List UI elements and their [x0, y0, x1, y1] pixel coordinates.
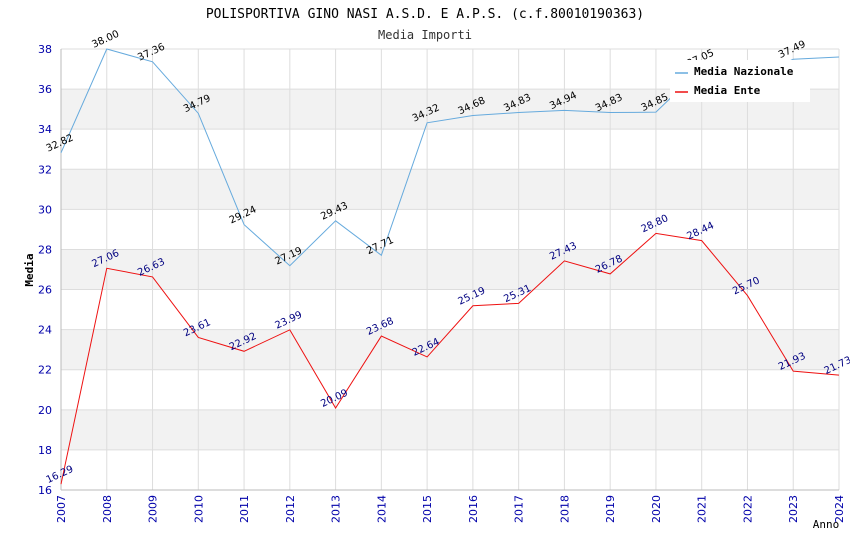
- series-line-media-ente: [60, 232, 840, 485]
- x-tick-label: 2020: [650, 495, 663, 523]
- grid-band: [61, 409, 839, 450]
- x-tick-label: 2021: [696, 495, 709, 523]
- x-tick-label: 2013: [330, 495, 343, 523]
- data-label-media-nazionale: 38.00: [90, 29, 121, 51]
- x-tick-label: 2007: [55, 495, 68, 523]
- x-tick-label: 2024: [833, 495, 846, 523]
- y-axis-label: Media: [23, 253, 36, 286]
- grid-band: [61, 249, 839, 290]
- x-tick-label: 2016: [467, 495, 480, 523]
- data-label-media-nazionale: 37.49: [777, 39, 808, 61]
- y-tick-label: 36: [38, 83, 52, 96]
- x-tick-label: 2012: [284, 495, 297, 523]
- legend: Media Nazionale Media Ente: [670, 60, 810, 102]
- grid-band: [61, 169, 839, 210]
- y-tick-label: 30: [38, 203, 52, 216]
- x-tick-label: 2009: [147, 495, 160, 523]
- y-tick-label: 26: [38, 284, 52, 297]
- legend-label-media-nazionale: Media Nazionale: [694, 65, 794, 78]
- data-label-media-ente: 28.80: [640, 213, 671, 235]
- chart-subtitle: Media Importi: [378, 28, 472, 42]
- chart-title: POLISPORTIVA GINO NASI A.S.D. E A.P.S. (…: [206, 7, 644, 22]
- y-tick-label: 34: [38, 123, 52, 136]
- x-tick-label: 2011: [238, 495, 251, 523]
- x-axis-label: Anno: [813, 518, 840, 531]
- data-label-media-nazionale: 37.36: [136, 42, 167, 64]
- x-tick-label: 2010: [192, 495, 205, 523]
- grid-band: [61, 329, 839, 370]
- x-tick-label: 2014: [375, 495, 388, 523]
- x-tick-label: 2019: [604, 495, 617, 523]
- y-tick-label: 28: [38, 243, 52, 256]
- data-label-media-ente: 23.99: [273, 310, 304, 332]
- y-tick-label: 16: [38, 484, 52, 497]
- legend-label-media-ente: Media Ente: [694, 84, 761, 97]
- x-tick-label: 2023: [787, 495, 800, 523]
- x-tick-label: 2022: [741, 495, 754, 523]
- data-label-media-ente: 16.29: [45, 464, 76, 486]
- y-tick-label: 24: [38, 324, 52, 337]
- x-tick-label: 2008: [101, 495, 114, 523]
- y-tick-label: 38: [38, 43, 52, 56]
- x-tick-label: 2018: [558, 495, 571, 523]
- legend-box: [670, 60, 810, 102]
- y-tick-label: 20: [38, 404, 52, 417]
- y-tick-label: 22: [38, 364, 52, 377]
- x-tick-label: 2017: [513, 495, 526, 523]
- y-tick-label: 18: [38, 444, 52, 457]
- y-tick-label: 32: [38, 163, 52, 176]
- x-tick-label: 2015: [421, 495, 434, 523]
- data-label-media-ente: 28.44: [685, 220, 716, 242]
